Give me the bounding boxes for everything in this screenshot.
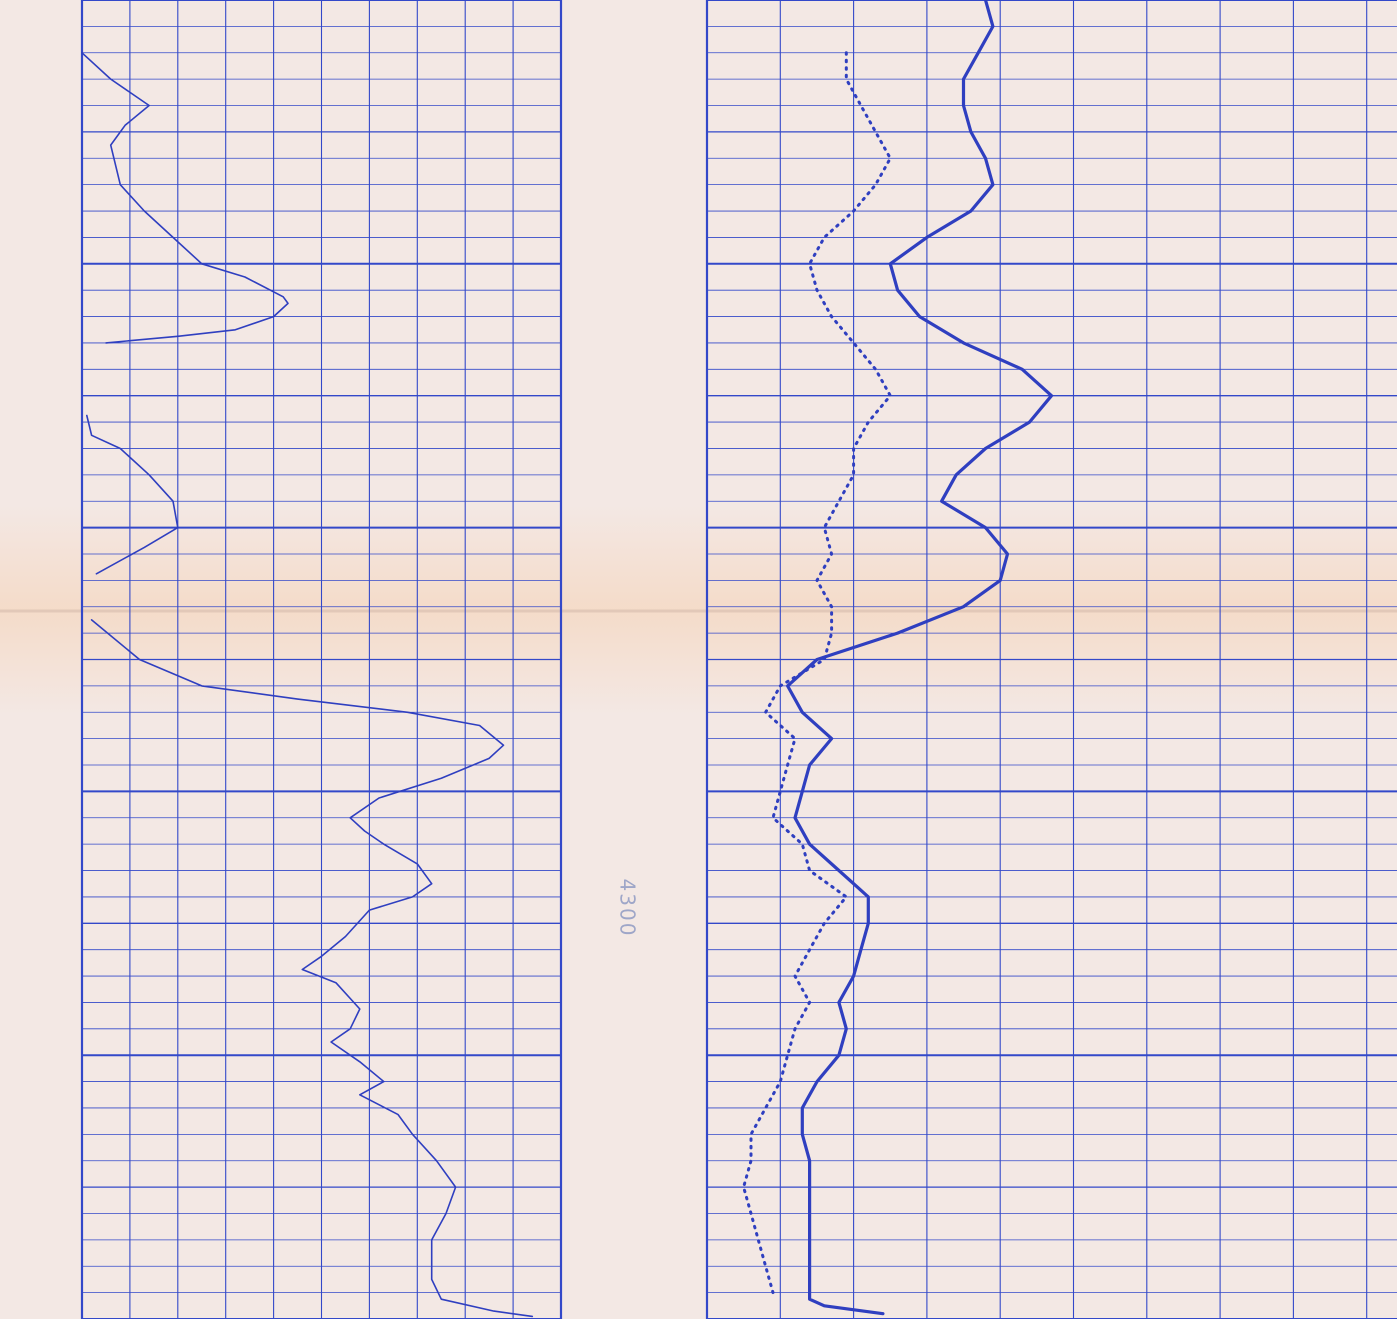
trace-layer xyxy=(81,0,1054,1318)
track-1-curve-1 xyxy=(81,52,289,344)
track-2-curve-2 xyxy=(742,51,892,1295)
track-2-curve-1 xyxy=(786,0,1054,1316)
track-1-curve-2 xyxy=(86,414,179,575)
track-2-grid xyxy=(705,0,1397,1319)
track-1-curve-3 xyxy=(90,619,534,1318)
depth-marker: 4300 xyxy=(615,878,640,938)
